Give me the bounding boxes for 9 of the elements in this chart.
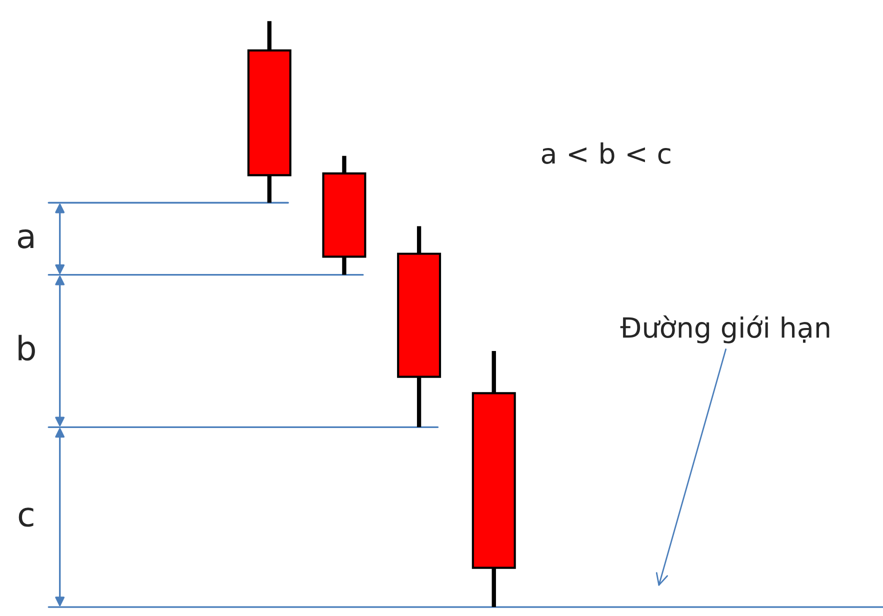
candlestick <box>472 351 516 608</box>
text: a <box>18 229 34 248</box>
text: c <box>18 508 34 527</box>
text: Đường giới hạn <box>620 315 830 344</box>
text: b <box>18 334 35 361</box>
candlestick <box>247 21 292 203</box>
candlestick <box>397 226 442 428</box>
candlestick <box>322 156 366 275</box>
text: a < b < c <box>542 142 670 164</box>
